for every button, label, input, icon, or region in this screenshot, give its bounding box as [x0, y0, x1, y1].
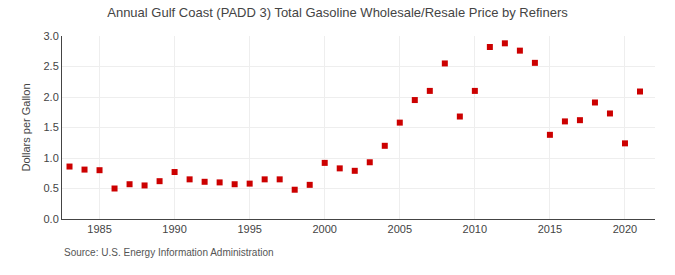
svg-text:Annual Gulf Coast (PADD 3) Tot: Annual Gulf Coast (PADD 3) Total Gasolin…: [107, 5, 568, 20]
svg-text:2000: 2000: [312, 223, 336, 235]
svg-text:0.5: 0.5: [44, 182, 59, 194]
svg-text:Dollars per Gallon: Dollars per Gallon: [20, 83, 32, 171]
svg-text:Source: U.S. Energy Informatio: Source: U.S. Energy Information Administ…: [64, 247, 274, 258]
svg-text:2015: 2015: [538, 223, 562, 235]
svg-text:1990: 1990: [162, 223, 186, 235]
svg-text:1995: 1995: [237, 223, 261, 235]
svg-text:1985: 1985: [87, 223, 111, 235]
svg-text:2005: 2005: [388, 223, 412, 235]
svg-text:2020: 2020: [613, 223, 637, 235]
svg-text:3.0: 3.0: [44, 30, 59, 42]
svg-text:2.5: 2.5: [44, 60, 59, 72]
svg-text:2.0: 2.0: [44, 91, 59, 103]
svg-text:2010: 2010: [463, 223, 487, 235]
svg-text:0.0: 0.0: [44, 213, 59, 225]
svg-text:1.5: 1.5: [44, 121, 59, 133]
svg-text:1.0: 1.0: [44, 152, 59, 164]
